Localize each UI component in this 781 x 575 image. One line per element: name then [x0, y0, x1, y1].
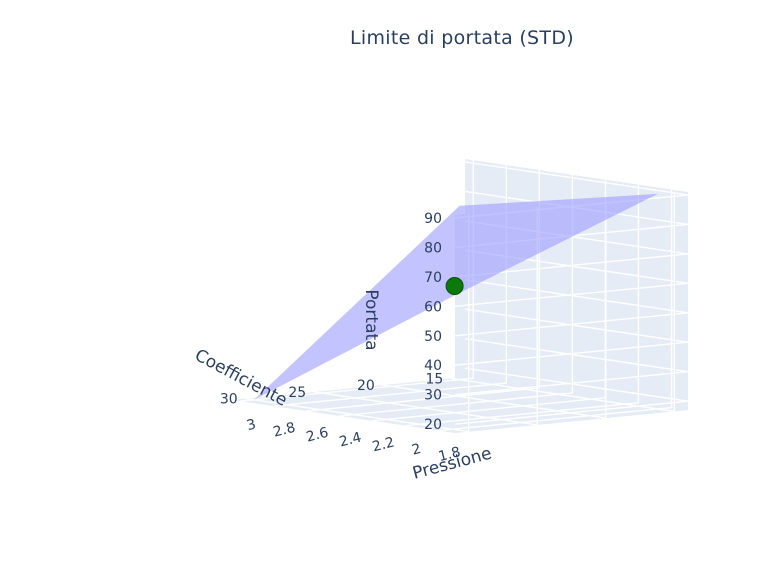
z-tick-label: 20	[424, 417, 442, 433]
y-tick-label: 2.6	[305, 425, 331, 446]
x-tick-label: 20	[357, 378, 375, 394]
z-tick-label: 80	[424, 240, 442, 256]
y-tick-label: 2.8	[272, 420, 297, 441]
y-tick-label: 2.4	[338, 430, 364, 451]
z-gridline	[454, 279, 689, 337]
z-tick-label: 90	[424, 211, 442, 227]
chart-title: Limite di portata (STD)	[350, 27, 574, 49]
y-tick-label: 2	[410, 441, 423, 459]
point-layer[interactable]	[445, 277, 464, 295]
z-axis-title: Portata	[361, 289, 381, 350]
z-gridline	[454, 367, 689, 425]
z-tick-label: 60	[424, 299, 442, 315]
surface-layer[interactable]	[254, 193, 658, 400]
x-tick-label: 15	[425, 371, 443, 387]
y-tick-label: 1.8	[437, 444, 462, 465]
z-gridline	[454, 249, 689, 307]
z-tick-label: 40	[424, 358, 442, 374]
z-tick-label: 70	[424, 270, 442, 286]
y-gridline	[339, 174, 574, 417]
x-tick-label: 30	[220, 392, 238, 408]
x-tick-label: 25	[288, 385, 306, 401]
y-gridline	[405, 184, 640, 427]
y-tick-label: 3	[245, 416, 258, 434]
y-gridline	[372, 179, 607, 422]
data-point[interactable]	[445, 277, 464, 295]
z-gridline	[454, 338, 689, 396]
z-tick-label: 30	[424, 388, 442, 404]
z-tick-label: 50	[424, 329, 442, 345]
y-gridline	[438, 189, 673, 432]
surface-plane[interactable]	[254, 193, 658, 400]
y-tick-label: 2.2	[371, 434, 396, 455]
tick-labels: 20 30 40 50 60 70 80 90 15 20 25 30 1.8 2 2.2 2.4 2.6 2.8…	[220, 211, 462, 465]
z-gridline	[454, 308, 689, 366]
